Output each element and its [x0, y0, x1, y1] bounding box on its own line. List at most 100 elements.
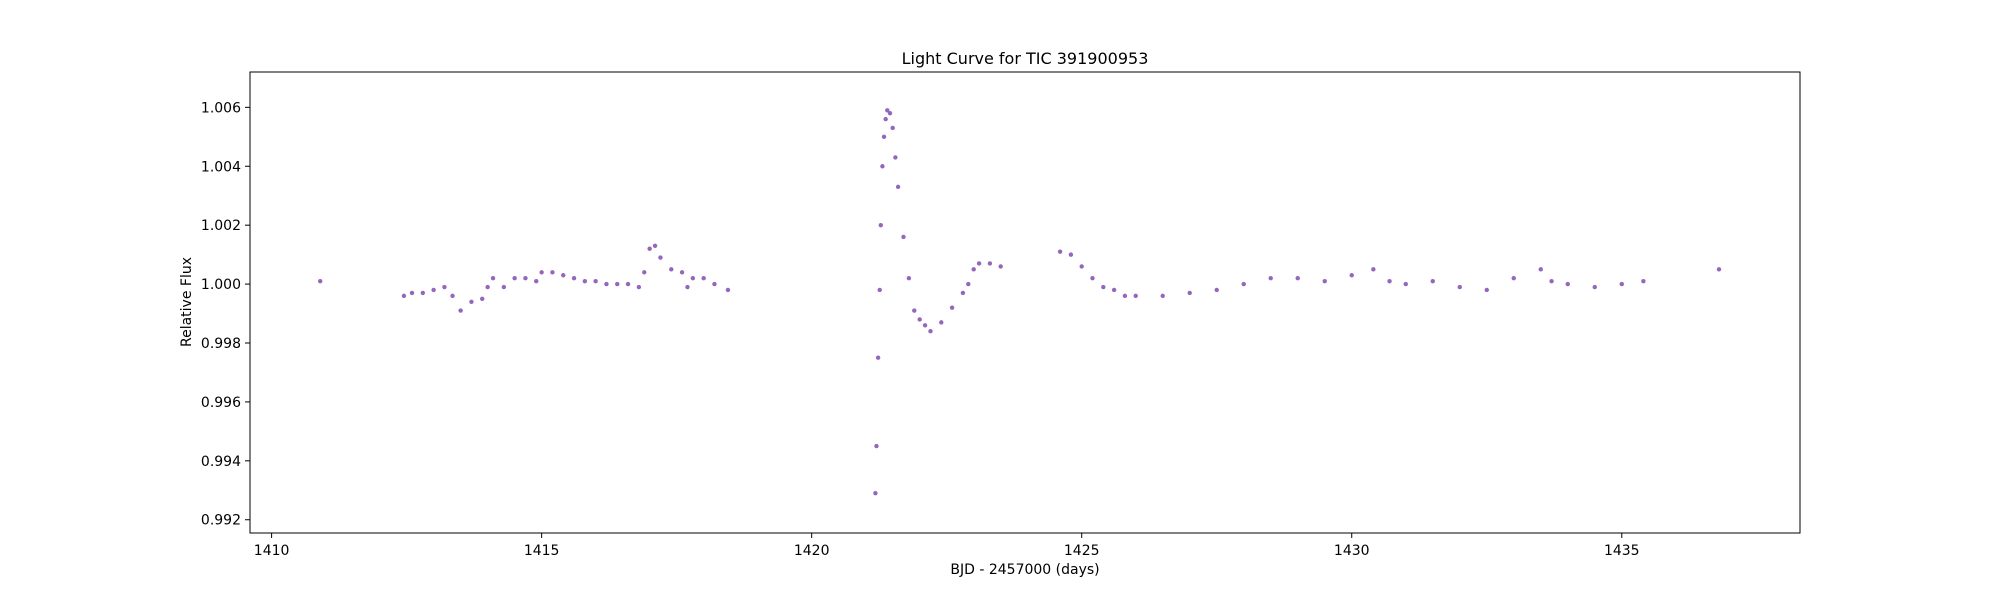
data-point	[1349, 273, 1354, 278]
data-point	[1549, 278, 1554, 284]
data-point	[1716, 267, 1722, 272]
data-point	[928, 329, 933, 334]
data-point	[1133, 293, 1138, 299]
data-point	[512, 275, 517, 281]
data-point	[458, 308, 463, 313]
data-point	[1387, 278, 1392, 284]
data-point	[881, 134, 887, 140]
y-tick-label: 0.998	[201, 336, 241, 352]
data-point	[615, 281, 620, 287]
data-point	[893, 155, 898, 160]
data-point	[878, 222, 884, 228]
data-point	[1641, 278, 1646, 284]
data-point	[1187, 290, 1192, 296]
data-point	[1295, 275, 1300, 281]
data-point	[885, 108, 890, 113]
data-point	[1068, 252, 1074, 257]
x-tick-label: 1420	[794, 543, 830, 559]
data-point	[501, 284, 507, 290]
y-tick-label: 0.996	[201, 395, 241, 411]
y-axis-label: Relative Flux	[179, 257, 195, 347]
data-point	[976, 261, 982, 266]
data-point	[701, 275, 706, 281]
data-point	[1565, 281, 1570, 287]
data-point	[1403, 281, 1408, 287]
data-point	[669, 267, 674, 272]
data-point	[906, 275, 912, 281]
data-point	[409, 290, 415, 296]
data-point	[485, 284, 490, 290]
data-point	[420, 290, 426, 296]
data-points	[318, 108, 1722, 496]
data-point	[679, 270, 685, 275]
data-point	[1322, 278, 1327, 284]
plot-frame	[249, 71, 1801, 534]
data-point	[642, 270, 647, 275]
data-point	[1090, 275, 1095, 281]
data-point	[725, 287, 731, 293]
data-point	[550, 270, 555, 275]
data-point	[922, 323, 928, 328]
data-point	[523, 275, 528, 281]
data-point	[1214, 287, 1219, 293]
data-point	[873, 491, 878, 496]
y-tick-label: 1.000	[201, 277, 241, 293]
data-point	[712, 281, 717, 287]
data-point	[1241, 281, 1246, 287]
x-axis-label: BJD - 2457000 (days)	[950, 562, 1099, 578]
data-point	[877, 287, 882, 293]
data-point	[1160, 293, 1165, 299]
y-tick-label: 1.006	[201, 100, 241, 116]
data-point	[966, 281, 971, 287]
data-point	[401, 293, 407, 299]
data-point	[1511, 275, 1516, 281]
x-tick-label: 1425	[1064, 543, 1100, 559]
data-point	[561, 273, 566, 278]
data-point	[1371, 267, 1376, 272]
data-point	[480, 296, 485, 302]
x-tick-label: 1415	[524, 543, 560, 559]
data-point	[1122, 293, 1128, 299]
data-point	[1538, 267, 1543, 272]
data-point	[883, 116, 888, 122]
data-point	[450, 293, 455, 299]
data-point	[647, 246, 652, 251]
data-point	[874, 443, 879, 449]
data-point	[1268, 275, 1273, 281]
data-point	[895, 184, 901, 190]
y-tick-label: 0.994	[201, 454, 241, 470]
data-point	[1079, 264, 1084, 269]
data-point	[539, 270, 544, 275]
chart-title: Light Curve for TIC 391900953	[902, 49, 1149, 68]
x-tick-label: 1435	[1604, 543, 1640, 559]
data-point	[1484, 287, 1489, 293]
data-point	[1057, 249, 1063, 254]
data-point	[469, 299, 474, 304]
data-point	[571, 275, 577, 281]
y-axis-ticks: 0.992 0.994 0.996 0.998 1.000 1.002 1.004 1.006	[201, 100, 250, 529]
data-point	[987, 261, 993, 266]
data-point	[939, 320, 944, 325]
data-point	[582, 278, 588, 284]
x-tick-label: 1430	[1334, 543, 1370, 559]
y-tick-label: 1.004	[201, 159, 241, 175]
data-point	[1457, 284, 1462, 290]
data-point	[998, 264, 1003, 269]
data-point	[912, 308, 917, 313]
data-point	[534, 278, 539, 284]
data-point	[593, 278, 598, 284]
data-point	[1430, 278, 1435, 284]
y-tick-label: 0.992	[201, 513, 241, 529]
data-point	[604, 281, 609, 287]
data-point	[690, 275, 696, 281]
data-point	[949, 305, 955, 310]
data-point	[1592, 284, 1597, 290]
data-point	[685, 284, 690, 290]
data-point	[887, 111, 893, 116]
data-point	[636, 284, 642, 290]
data-point	[490, 275, 496, 281]
data-point	[890, 125, 895, 131]
data-point	[917, 317, 922, 322]
